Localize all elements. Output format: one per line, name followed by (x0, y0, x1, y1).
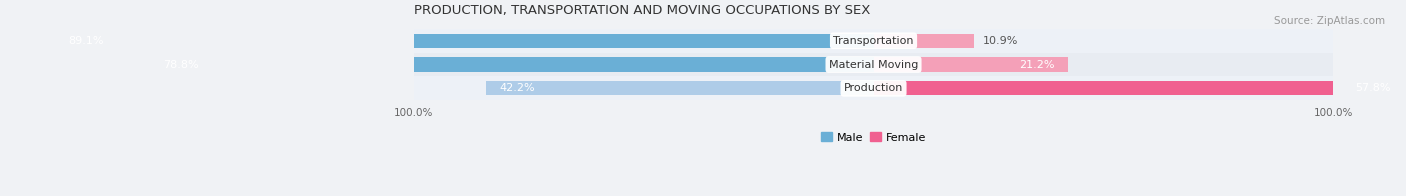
Bar (873, 81, 1405, 95)
Text: Production: Production (844, 83, 903, 93)
Text: 10.9%: 10.9% (983, 36, 1018, 46)
Text: 21.2%: 21.2% (1019, 60, 1054, 70)
Bar (485, 81, 873, 95)
Bar (413, 76, 1333, 100)
Text: PRODUCTION, TRANSPORTATION AND MOVING OCCUPATIONS BY SEX: PRODUCTION, TRANSPORTATION AND MOVING OC… (413, 4, 870, 17)
Bar (873, 34, 974, 48)
Bar (873, 57, 1069, 72)
Text: Material Moving: Material Moving (830, 60, 918, 70)
Text: 42.2%: 42.2% (499, 83, 536, 93)
Text: 57.8%: 57.8% (1355, 83, 1391, 93)
Text: Transportation: Transportation (834, 36, 914, 46)
Bar (149, 57, 873, 72)
Text: 89.1%: 89.1% (69, 36, 104, 46)
Text: 78.8%: 78.8% (163, 60, 198, 70)
Bar (413, 53, 1333, 76)
Text: Source: ZipAtlas.com: Source: ZipAtlas.com (1274, 16, 1385, 26)
Bar (55, 34, 873, 48)
Legend: Male, Female: Male, Female (817, 128, 931, 147)
Bar (413, 29, 1333, 53)
